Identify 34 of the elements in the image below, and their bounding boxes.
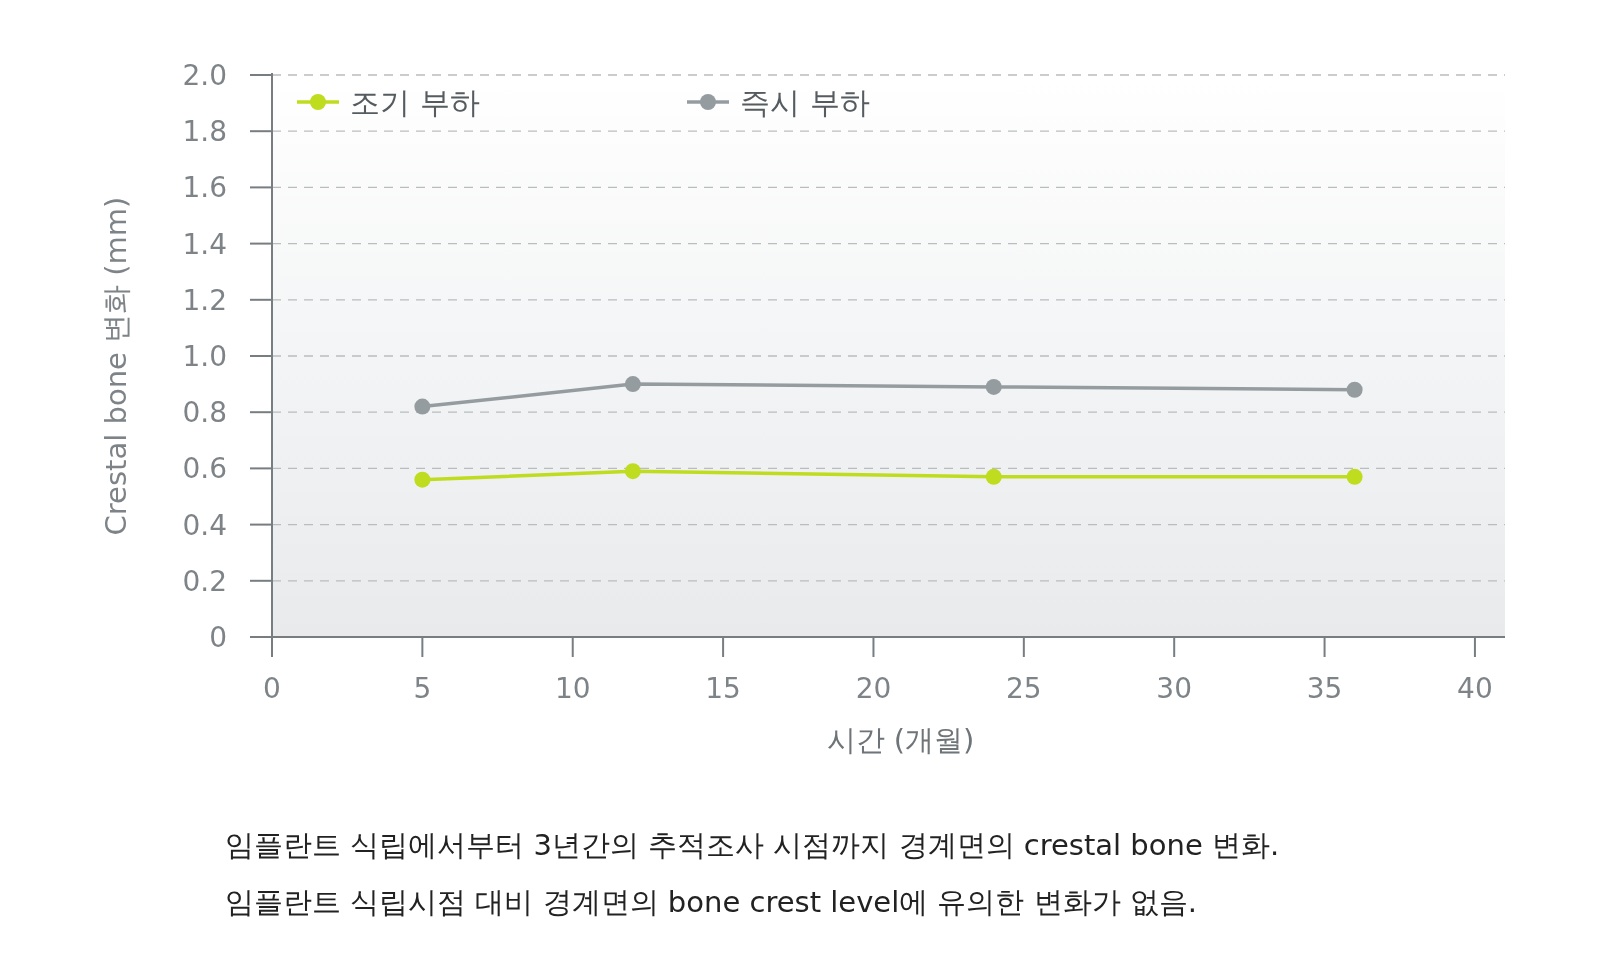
y-tick-label: 0.4 xyxy=(182,508,227,542)
x-tick-label: 15 xyxy=(705,672,741,705)
x-tick-label: 40 xyxy=(1457,672,1493,705)
legend-label: 즉시 부하 xyxy=(740,85,870,120)
x-tick-label: 30 xyxy=(1156,672,1193,705)
y-tick-label: 1.2 xyxy=(182,283,227,317)
legend-label: 조기 부하 xyxy=(350,85,480,120)
point xyxy=(1346,468,1363,485)
point xyxy=(624,376,641,393)
y-axis-title: Crestal bone 변화 (mm) xyxy=(99,196,133,536)
y-tick-label: 0.2 xyxy=(182,564,227,598)
x-tick-label: 35 xyxy=(1306,672,1343,705)
x-tick-label: 0 xyxy=(263,672,281,705)
y-tick-label: 0 xyxy=(209,621,227,654)
point xyxy=(414,398,431,415)
text: 임플란트 식립시점 대비 경계면의 bone crest level에 유의한 변화가 없음. xyxy=(225,885,1198,919)
y-tick-label: 0.8 xyxy=(182,396,227,430)
point xyxy=(985,378,1002,395)
x-tick-label: 10 xyxy=(554,672,591,705)
point xyxy=(985,468,1002,485)
y-tick-label: 1.4 xyxy=(182,227,227,261)
x-tick-label: 5 xyxy=(413,672,432,705)
y-tick-label: 2.0 xyxy=(182,59,227,92)
y-tick-label: 0.6 xyxy=(182,452,227,486)
x-axis-title: 시간 (개월) xyxy=(826,723,975,757)
point xyxy=(1346,381,1363,398)
y-tick-label: 1.8 xyxy=(182,115,227,149)
x-tick-label: 20 xyxy=(855,672,892,705)
y-tick-label: 1.0 xyxy=(182,340,227,373)
y-tick-label: 1.6 xyxy=(182,171,227,205)
text: 임플란트 식립에서부터 3년간의 추적조사 시점까지 경계면의 crestal bone 변화. xyxy=(225,828,1280,862)
point xyxy=(414,471,431,488)
x-tick-label: 25 xyxy=(1006,672,1042,705)
point xyxy=(624,463,641,480)
